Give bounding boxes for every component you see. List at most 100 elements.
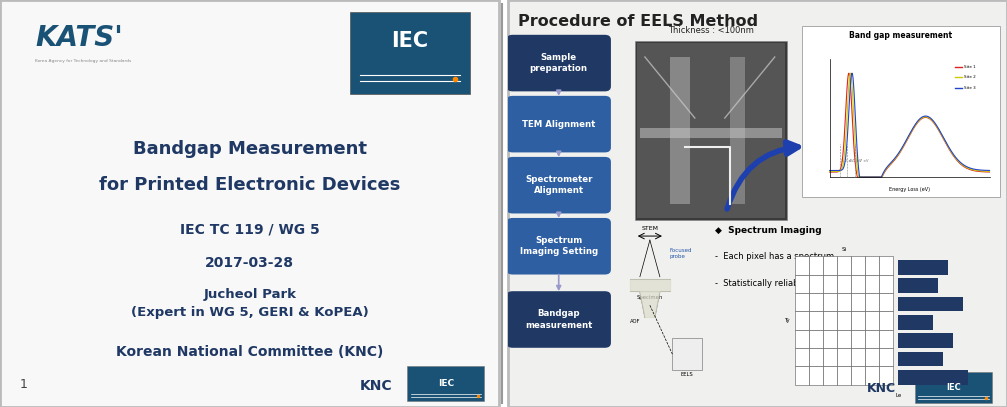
Bar <box>837 311 851 330</box>
Bar <box>851 311 865 330</box>
FancyBboxPatch shape <box>803 26 1000 197</box>
Bar <box>879 256 892 275</box>
Bar <box>670 57 690 204</box>
Bar <box>795 366 809 385</box>
Bar <box>897 297 963 311</box>
Text: KATS': KATS' <box>35 24 123 53</box>
Bar <box>823 311 837 330</box>
Text: Sample
preparation: Sample preparation <box>530 53 588 73</box>
Text: EELS: EELS <box>681 372 694 377</box>
Bar <box>851 293 865 311</box>
Bar <box>809 348 823 366</box>
FancyBboxPatch shape <box>507 96 611 153</box>
Bar <box>851 348 865 366</box>
Bar <box>851 330 865 348</box>
Text: Bandgap Measurement: Bandgap Measurement <box>133 140 367 158</box>
Bar <box>795 256 809 275</box>
Text: TEM Alignment: TEM Alignment <box>522 120 595 129</box>
Text: Thickness : <100nm: Thickness : <100nm <box>668 26 754 35</box>
Text: 1: 1 <box>20 378 28 391</box>
Text: IEC: IEC <box>438 379 454 388</box>
Text: Specimen: Specimen <box>636 295 663 300</box>
FancyBboxPatch shape <box>349 12 469 94</box>
Text: Focused
probe: Focused probe <box>670 248 693 260</box>
Text: -  Statistically reliable: - Statistically reliable <box>715 279 806 288</box>
Text: Jucheol Park
(Expert in WG 5, GERI & KoPEA): Jucheol Park (Expert in WG 5, GERI & KoP… <box>131 288 369 319</box>
FancyBboxPatch shape <box>507 157 611 213</box>
Bar <box>851 366 865 385</box>
Text: IEC: IEC <box>391 31 428 51</box>
Bar <box>730 57 745 204</box>
FancyBboxPatch shape <box>508 0 1007 407</box>
Text: IEC: IEC <box>946 383 961 392</box>
Text: Procedure of EELS Method: Procedure of EELS Method <box>518 14 757 29</box>
Bar <box>823 256 837 275</box>
Text: Le: Le <box>895 393 901 398</box>
Bar <box>837 348 851 366</box>
Bar <box>809 275 823 293</box>
Text: Energy Loss (eV): Energy Loss (eV) <box>889 187 930 192</box>
Bar <box>897 260 948 275</box>
Text: Band gap measurement: Band gap measurement <box>849 31 953 39</box>
Bar <box>879 311 892 330</box>
Bar <box>837 275 851 293</box>
FancyBboxPatch shape <box>507 291 611 348</box>
FancyBboxPatch shape <box>634 41 787 220</box>
Text: Spectrum
Imaging Setting: Spectrum Imaging Setting <box>520 236 598 256</box>
Bar <box>879 275 892 293</box>
Bar <box>809 330 823 348</box>
Bar <box>823 275 837 293</box>
Bar <box>865 348 879 366</box>
Text: Site 2: Site 2 <box>964 75 976 79</box>
Bar <box>809 366 823 385</box>
Bar <box>879 348 892 366</box>
FancyBboxPatch shape <box>637 43 784 218</box>
Bar <box>795 311 809 330</box>
Bar <box>879 330 892 348</box>
Text: KNC: KNC <box>867 382 896 395</box>
Text: 3.2 eV: 3.2 eV <box>841 159 854 163</box>
Bar <box>837 330 851 348</box>
Polygon shape <box>639 292 660 317</box>
Bar <box>879 293 892 311</box>
Bar <box>795 330 809 348</box>
Bar <box>897 333 953 348</box>
Bar <box>897 315 932 330</box>
Bar <box>837 293 851 311</box>
Bar <box>795 293 809 311</box>
Bar <box>837 366 851 385</box>
Bar <box>897 278 938 293</box>
Text: -  Each pixel has a spectrum: - Each pixel has a spectrum <box>715 252 834 261</box>
Text: ◆  Spectrum Imaging: ◆ Spectrum Imaging <box>715 226 822 235</box>
Bar <box>879 366 892 385</box>
FancyBboxPatch shape <box>673 338 702 370</box>
Text: 2017-03-28: 2017-03-28 <box>205 256 294 269</box>
Bar <box>795 348 809 366</box>
Bar <box>795 275 809 293</box>
Bar <box>865 256 879 275</box>
Bar <box>897 352 943 366</box>
Bar <box>865 366 879 385</box>
Bar <box>865 311 879 330</box>
Bar <box>639 128 782 138</box>
Text: Bandgap
measurement: Bandgap measurement <box>525 309 592 330</box>
Bar <box>865 293 879 311</box>
Bar <box>823 348 837 366</box>
Text: STEM: STEM <box>641 226 659 231</box>
Text: Si: Si <box>841 247 846 252</box>
Bar <box>823 293 837 311</box>
Text: Site 3: Site 3 <box>964 85 976 90</box>
Text: Site 1: Site 1 <box>964 65 975 69</box>
Bar <box>851 256 865 275</box>
Bar <box>851 275 865 293</box>
FancyBboxPatch shape <box>507 218 611 274</box>
Text: Korean National Committee (KNC): Korean National Committee (KNC) <box>116 345 384 359</box>
FancyBboxPatch shape <box>507 35 611 92</box>
Text: Spectrometer
Alignment: Spectrometer Alignment <box>525 175 592 195</box>
FancyBboxPatch shape <box>0 0 499 407</box>
Bar <box>823 330 837 348</box>
Bar <box>837 256 851 275</box>
Text: KNC: KNC <box>359 379 393 393</box>
Bar <box>865 275 879 293</box>
Text: 4.1 eV: 4.1 eV <box>849 159 861 163</box>
